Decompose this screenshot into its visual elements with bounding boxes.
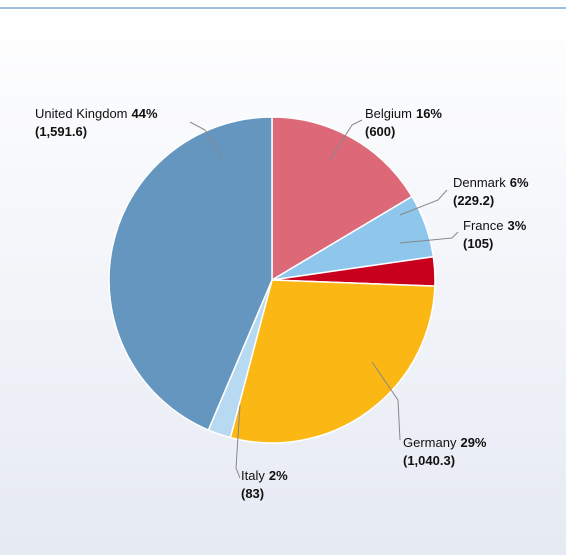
- percent-label: 44%: [132, 106, 158, 121]
- percent-label: 29%: [460, 435, 486, 450]
- pie: [108, 116, 436, 444]
- category-name: Italy: [241, 468, 265, 483]
- category-name: Belgium: [365, 106, 412, 121]
- value-label: (229.2): [453, 193, 494, 208]
- percent-label: 2%: [269, 468, 288, 483]
- pie-slice: [229, 279, 436, 444]
- leader-line: [235, 404, 241, 479]
- value-label: (83): [241, 486, 264, 501]
- labels: Belgium 16% (600) Denmark 6% (229.2) France 3% (…: [35, 106, 529, 501]
- category-name: France: [463, 218, 503, 233]
- leader-line: [371, 361, 401, 441]
- value-label: (105): [463, 236, 493, 251]
- pie-slice: [271, 116, 414, 282]
- pie-slice: [108, 116, 273, 432]
- slice-label: Germany 29%: [403, 435, 487, 450]
- slice-label: Denmark 6%: [453, 175, 529, 190]
- value-label: (600): [365, 124, 395, 139]
- category-name: Germany: [403, 435, 457, 450]
- category-name: United Kingdom: [35, 106, 128, 121]
- value-label: (1,591.6): [35, 124, 87, 139]
- slice-label: Italy 2%: [241, 468, 288, 483]
- percent-label: 16%: [416, 106, 442, 121]
- slice-label: France 3%: [463, 218, 527, 233]
- leader-line: [399, 189, 448, 216]
- leader-line: [329, 119, 363, 161]
- leader-line: [189, 121, 223, 159]
- leader-line: [399, 231, 459, 244]
- percent-label: 3%: [507, 218, 526, 233]
- value-label: (1,040.3): [403, 453, 455, 468]
- category-name: Denmark: [453, 175, 506, 190]
- percent-label: 6%: [510, 175, 529, 190]
- slice-label: Belgium 16%: [365, 106, 442, 121]
- slice-label: United Kingdom 44%: [35, 106, 158, 121]
